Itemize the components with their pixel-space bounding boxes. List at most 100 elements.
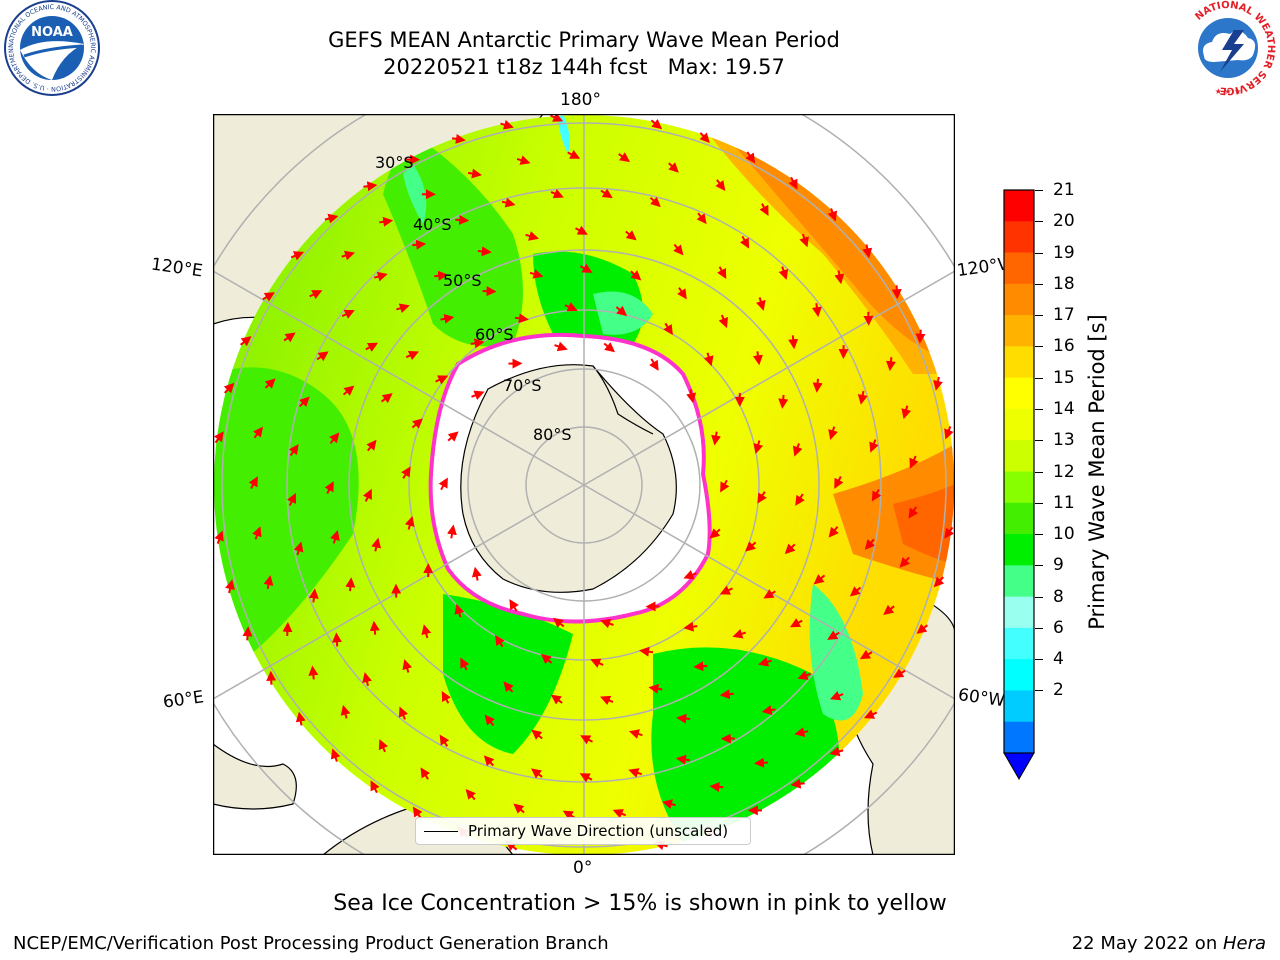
lat-label-70s: 70°S [503, 376, 542, 395]
wave-arrow [625, 230, 637, 241]
colorbar-tick-mark [1035, 346, 1043, 348]
wave-arrow [262, 292, 275, 302]
wave-arrow [550, 694, 563, 705]
wave-direction-arrows [213, 114, 955, 851]
footer-host: Hera [1222, 933, 1266, 954]
colorbar-tick-label: 9 [1053, 555, 1064, 576]
wave-arrow [715, 179, 726, 192]
wave-arrow [531, 768, 543, 779]
wave-arrow [509, 599, 519, 612]
wave-arrow [411, 418, 423, 429]
wave-arrow [525, 231, 540, 241]
colorbar-tick-label: 8 [1053, 586, 1064, 607]
lon-label-60w: 60°W [956, 684, 1005, 712]
wave-arrow [214, 530, 224, 544]
wave-arrow [225, 579, 235, 594]
colorbar-segment [1004, 283, 1034, 316]
wave-arrow [379, 216, 394, 227]
colorbar-segment [1004, 502, 1034, 535]
colorbar-tick-mark [1035, 440, 1043, 442]
wave-arrow [717, 266, 727, 280]
wave-arrow [483, 755, 495, 767]
footer-date: 22 May 2022 on Hera [1072, 933, 1266, 955]
wave-arrow [683, 570, 697, 580]
wave-arrow [908, 506, 919, 519]
noaa-logo: NATIONAL OCEANIC AND ATMOSPHERIC ADMINIS… [2, 0, 100, 96]
colorbar-tick-label: 17 [1053, 305, 1075, 326]
lat-label-30s: 30°S [375, 153, 414, 172]
chart-title: GEFS MEAN Antarctic Primary Wave Mean Pe… [328, 28, 840, 52]
wave-arrow [213, 431, 224, 444]
wave-arrow [288, 444, 299, 457]
wave-arrow [812, 378, 823, 393]
wave-arrow [369, 620, 380, 635]
wave-arrow [628, 768, 643, 778]
wave-arrow [891, 285, 902, 300]
wave-arrow [600, 695, 614, 706]
colorbar-segment [1004, 565, 1034, 598]
wave-arrow [454, 603, 465, 618]
wave-arrow [612, 809, 627, 819]
wave-arrow [396, 303, 410, 314]
colorbar-segment [1004, 408, 1034, 441]
wave-arrow [648, 683, 663, 694]
colorbar-tick-label: 10 [1053, 524, 1075, 545]
colorbar-tick-mark [1035, 408, 1043, 410]
colorbar-tick-mark [1035, 690, 1043, 692]
wave-arrow [709, 781, 724, 792]
wave-arrow [859, 649, 873, 660]
wave-arrow [341, 309, 355, 319]
wave-arrow [590, 658, 604, 668]
wave-arrow [763, 589, 776, 599]
wave-arrow [529, 269, 544, 279]
wave-arrow [761, 705, 776, 715]
wave-arrow [550, 188, 564, 199]
wave-arrow [788, 335, 799, 350]
wave-arrow [460, 657, 470, 671]
wave-arrow [362, 672, 372, 687]
wave-arrow [828, 426, 838, 441]
wave-arrow [455, 214, 470, 225]
wave-arrow [540, 653, 553, 665]
wave-arrow [579, 773, 593, 783]
legend-line-swatch [424, 831, 458, 832]
lat-label-40s: 40°S [413, 215, 452, 234]
wave-arrow [287, 492, 297, 506]
wave-arrow [703, 352, 714, 367]
wave-arrow [242, 626, 253, 641]
wave-arrow [603, 342, 616, 353]
wave-arrow [909, 455, 919, 469]
wave-arrow [739, 235, 750, 249]
wave-arrow [916, 623, 929, 634]
wave-arrow [693, 661, 708, 672]
wave-arrow [673, 243, 684, 256]
colorbar-tick-mark [1035, 659, 1043, 661]
wave-arrow [639, 646, 654, 657]
wave-arrow [467, 168, 482, 179]
colorbar-tick-label: 15 [1053, 367, 1075, 388]
wave-arrow [434, 270, 449, 281]
colorbar-tick-mark [1035, 377, 1043, 379]
wave-arrow [662, 799, 676, 809]
wave-arrow [615, 305, 628, 317]
wave-arrow [797, 670, 811, 680]
colorbar-tick-label: 19 [1053, 242, 1075, 263]
wave-arrow [790, 778, 805, 789]
wave-arrow [440, 313, 455, 324]
wave-arrow [811, 303, 822, 318]
wave-arrow [630, 270, 642, 281]
wave-arrow [223, 382, 235, 394]
wave-arrow [933, 576, 945, 588]
colorbar-tick-label: 2 [1053, 680, 1064, 701]
lat-label-50s: 50°S [443, 271, 482, 290]
wave-arrow [501, 197, 516, 208]
wave-arrow [799, 233, 809, 248]
wave-arrow [893, 668, 906, 678]
wave-arrow [675, 754, 690, 765]
colorbar-segment [1004, 659, 1034, 691]
wave-arrow [439, 734, 450, 747]
wave-arrow [324, 481, 334, 494]
wave-arrow [752, 351, 763, 366]
wave-arrow [465, 788, 476, 801]
colorbar-tick-label: 18 [1053, 273, 1075, 294]
